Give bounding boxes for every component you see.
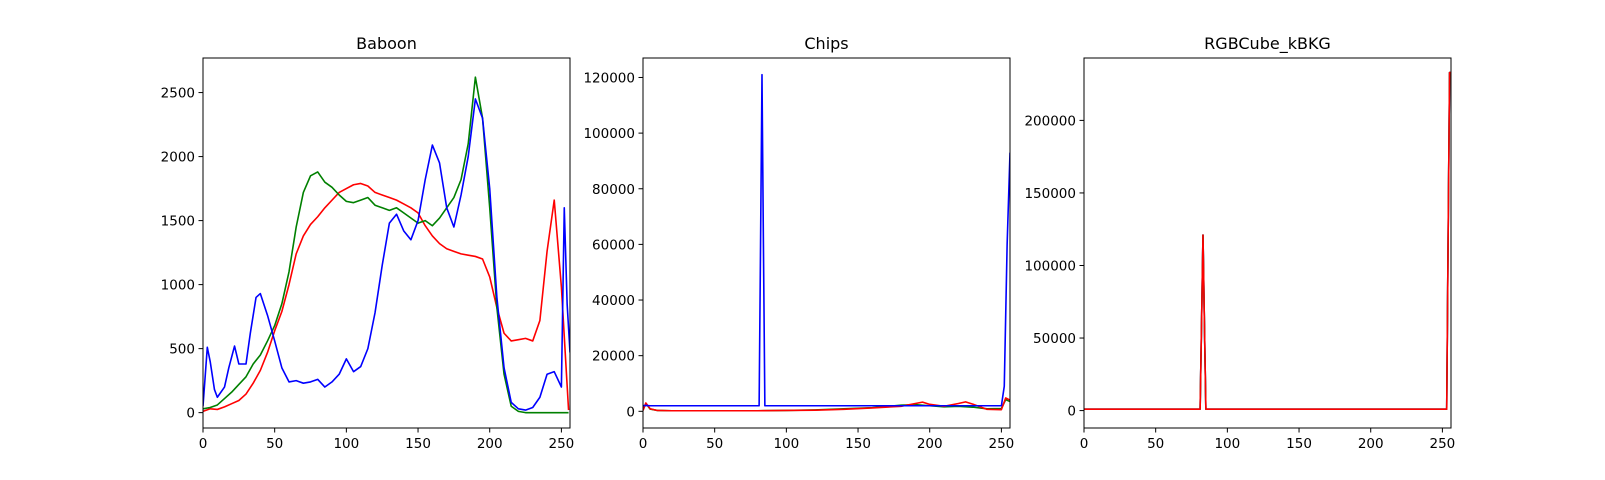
x-tick-label: 150 <box>845 436 871 452</box>
series-line-blue <box>1084 71 1451 410</box>
y-tick-label: 0 <box>626 404 635 420</box>
x-tick-label: 150 <box>405 436 431 452</box>
y-tick-label: 80000 <box>592 182 635 198</box>
x-tick-label: 50 <box>266 436 283 452</box>
y-tick-label: 100000 <box>583 126 635 142</box>
x-tick-label: 50 <box>1147 436 1164 452</box>
x-tick-label: 50 <box>706 436 723 452</box>
x-tick-label: 200 <box>1358 436 1384 452</box>
axes-frame <box>1083 57 1452 429</box>
y-tick-label: 2500 <box>161 86 195 102</box>
y-tick-label: 1500 <box>161 214 195 230</box>
subplot-1: 0 50 100 150 200 25005001000150020002500Baboo… <box>161 34 575 452</box>
subplot-title: Baboon <box>356 34 417 53</box>
y-tick-label: 150000 <box>1024 186 1076 202</box>
x-tick-label: 250 <box>549 436 575 452</box>
axes-frame <box>202 57 571 429</box>
y-tick-label: 0 <box>1067 404 1076 420</box>
y-tick-label: 40000 <box>592 293 635 309</box>
x-tick-label: 0 <box>1080 436 1089 452</box>
y-tick-label: 0 <box>186 406 195 422</box>
subplot-2: 0 50 100 150 200 250 0 20000 40000 60000 80000 1000… <box>583 34 1014 452</box>
x-tick-label: 200 <box>917 436 943 452</box>
x-tick-label: 250 <box>989 436 1015 452</box>
series-line-green <box>1084 71 1451 410</box>
subplot-title: Chips <box>804 34 848 53</box>
y-tick-label: 1000 <box>161 278 195 294</box>
x-tick-label: 0 <box>639 436 648 452</box>
y-tick-label: 200000 <box>1024 113 1076 129</box>
subplot-3: 0 50 100 150 200 250 0 50000 100000 150000 200000 R… <box>1024 34 1455 452</box>
y-tick-label: 120000 <box>583 70 635 86</box>
y-tick-label: 50000 <box>1033 331 1076 347</box>
axes-frame <box>642 57 1011 429</box>
x-tick-label: 200 <box>477 436 503 452</box>
x-tick-label: 0 <box>199 436 208 452</box>
series-line-blue <box>643 73 1010 407</box>
y-tick-label: 20000 <box>592 349 635 365</box>
y-tick-label: 100000 <box>1024 258 1076 274</box>
x-tick-label: 250 <box>1430 436 1456 452</box>
x-tick-label: 150 <box>1286 436 1312 452</box>
series-line-blue <box>203 98 570 411</box>
series-line-green <box>203 76 569 414</box>
x-tick-label: 100 <box>333 436 359 452</box>
subplot-title: RGBCube_kBKG <box>1204 34 1331 54</box>
y-tick-label: 2000 <box>161 150 195 166</box>
series-line-red <box>203 182 570 413</box>
series-line-red <box>1084 71 1451 410</box>
y-tick-label: 500 <box>169 342 195 358</box>
x-tick-label: 100 <box>1214 436 1240 452</box>
y-tick-label: 60000 <box>592 237 635 253</box>
x-tick-label: 100 <box>773 436 799 452</box>
